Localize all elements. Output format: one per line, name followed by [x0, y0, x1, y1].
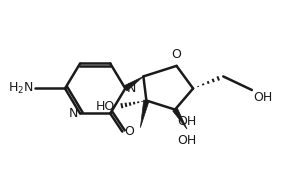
Polygon shape	[173, 108, 187, 129]
Text: O: O	[124, 125, 134, 138]
Polygon shape	[140, 100, 149, 128]
Text: N: N	[127, 82, 136, 95]
Text: OH: OH	[253, 92, 273, 105]
Text: HO: HO	[96, 100, 115, 113]
Polygon shape	[124, 76, 144, 91]
Text: H$_2$N: H$_2$N	[8, 81, 33, 96]
Text: OH: OH	[177, 115, 197, 128]
Text: OH: OH	[177, 134, 197, 147]
Text: O: O	[172, 48, 181, 61]
Text: N: N	[69, 107, 79, 120]
